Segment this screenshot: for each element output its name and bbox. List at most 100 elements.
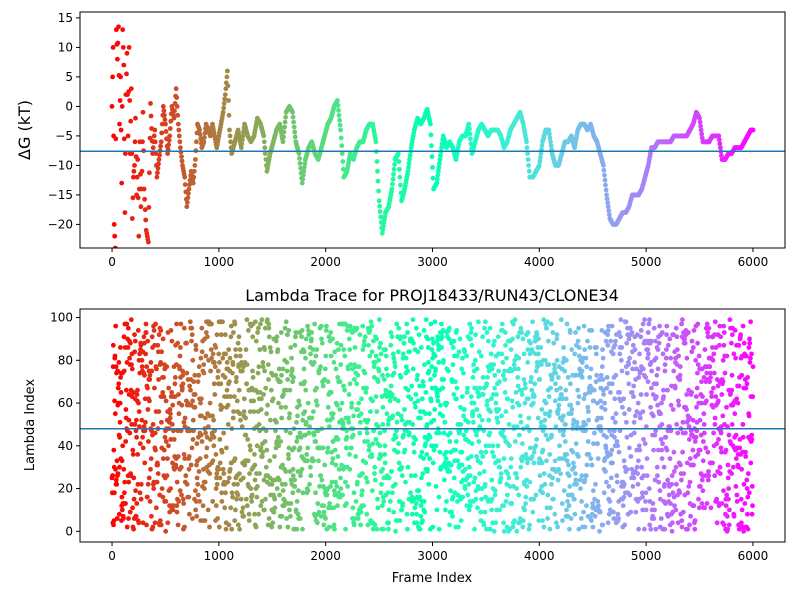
lambda-point <box>149 428 155 434</box>
lambda-point <box>470 409 476 414</box>
dg-point <box>280 139 286 145</box>
lambda-point <box>240 505 246 511</box>
lambda-point <box>597 528 602 534</box>
lambda-point <box>455 458 460 464</box>
lambda-point <box>398 413 404 419</box>
lambda-point <box>749 432 755 438</box>
lambda-point <box>582 392 588 397</box>
lambda-point <box>381 526 386 532</box>
lambda-point <box>680 419 686 425</box>
lambda-point <box>569 492 575 498</box>
lambda-point <box>721 342 727 348</box>
lambda-point <box>548 505 553 511</box>
lambda-point <box>636 375 642 380</box>
lambda-point <box>629 390 635 395</box>
lambda-point <box>305 323 310 329</box>
lambda-point <box>665 477 671 483</box>
lambda-point <box>626 336 632 342</box>
dg-point <box>121 62 127 68</box>
lambda-point <box>518 419 524 425</box>
lambda-point <box>635 400 641 406</box>
lambda-point <box>580 360 585 365</box>
dg-point <box>176 133 182 139</box>
dg-point <box>339 143 345 149</box>
lambda-point <box>655 402 660 408</box>
lambda-point <box>489 477 495 483</box>
lambda-point <box>663 355 669 361</box>
lambda-point <box>318 473 324 479</box>
lambda-point <box>336 466 342 472</box>
lambda-point <box>283 404 288 410</box>
lambda-point <box>297 430 303 436</box>
lambda-point <box>358 509 364 515</box>
lambda-point <box>697 447 703 453</box>
lambda-point <box>595 456 601 461</box>
lambda-point <box>703 445 709 451</box>
dg-point <box>171 115 177 121</box>
lambda-point <box>664 323 670 329</box>
lambda-point <box>607 499 613 504</box>
lambda-point <box>335 503 340 509</box>
lambda-point <box>410 366 416 372</box>
lambda-point <box>639 490 645 496</box>
dg-point <box>719 153 724 159</box>
lambda-y-tick-label: 100 <box>50 311 73 325</box>
lambda-point <box>694 428 700 434</box>
lambda-point <box>346 419 352 425</box>
lambda-point <box>262 507 267 513</box>
lambda-point <box>643 375 649 380</box>
lambda-point <box>483 319 488 325</box>
lambda-point <box>645 355 650 361</box>
lambda-point <box>184 370 190 376</box>
lambda-point <box>241 364 246 370</box>
lambda-point <box>435 398 441 404</box>
lambda-point <box>386 526 391 532</box>
lambda-point <box>692 518 698 523</box>
lambda-point <box>133 488 139 494</box>
lambda-point <box>159 419 164 425</box>
lambda-point <box>174 479 180 485</box>
lambda-point <box>656 479 662 485</box>
lambda-point <box>134 392 140 397</box>
lambda-point <box>398 375 404 380</box>
lambda-point <box>679 524 685 530</box>
lambda-point <box>268 349 274 355</box>
lambda-point <box>365 479 370 485</box>
lambda-point <box>487 526 493 532</box>
dg-point <box>176 127 182 133</box>
lambda-point <box>541 524 547 530</box>
lambda-point <box>344 328 350 333</box>
lambda-point <box>207 400 213 406</box>
lambda-point <box>301 349 307 355</box>
lambda-point <box>392 360 397 365</box>
lambda-point <box>565 375 571 380</box>
lambda-point <box>391 355 397 361</box>
lambda-point <box>627 355 632 361</box>
dg-point <box>182 174 188 180</box>
lambda-point <box>353 499 359 504</box>
lambda-point <box>658 411 663 417</box>
lambda-point <box>570 422 576 427</box>
lambda-point <box>402 407 407 412</box>
dg-point <box>224 74 230 80</box>
dg-point <box>140 139 145 145</box>
lambda-point <box>582 477 588 483</box>
lambda-point <box>444 400 450 406</box>
lambda-point <box>309 330 314 335</box>
lambda-point <box>608 338 614 344</box>
lambda-point <box>549 432 554 438</box>
lambda-point <box>536 336 541 342</box>
lambda-point <box>608 475 614 481</box>
lambda-point <box>130 505 136 511</box>
lambda-point <box>263 385 269 391</box>
lambda-point <box>354 381 360 387</box>
lambda-point <box>647 317 652 323</box>
lambda-point <box>725 475 731 481</box>
lambda-point <box>736 383 742 389</box>
lambda-point <box>148 466 153 472</box>
dg-point <box>430 175 436 181</box>
lambda-point <box>671 469 677 474</box>
lambda-point <box>537 377 543 382</box>
lambda-point <box>341 347 347 352</box>
lambda-point <box>684 460 690 466</box>
